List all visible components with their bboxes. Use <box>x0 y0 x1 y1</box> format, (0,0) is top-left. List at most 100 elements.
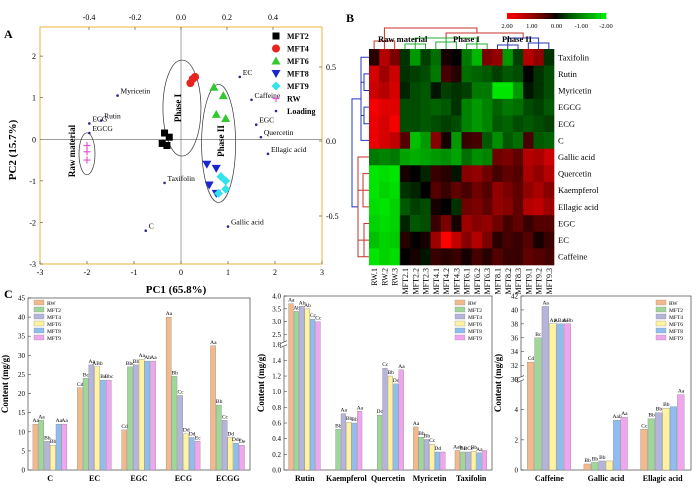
colorbar-segment <box>536 13 540 19</box>
pca-group-label-raw: Raw material <box>67 124 77 177</box>
bar-caffeine-mft2 <box>534 337 542 471</box>
pca-loading-label: Ellagic acid <box>271 145 307 154</box>
bar-significance-label: Dd <box>227 432 234 438</box>
heatmap-cell <box>523 165 534 183</box>
heatmap-cell <box>543 215 555 233</box>
bar-legend-swatch-mft8 <box>655 327 667 334</box>
heatmap-cell <box>461 148 473 166</box>
heatmap-cell <box>471 132 483 149</box>
heatmap-cell <box>379 82 390 100</box>
bar-ec-mft9 <box>105 380 112 471</box>
bar-ellagic-acid-mft4 <box>655 412 663 471</box>
dendrogram-branch <box>383 27 478 41</box>
bar-kaempferol-mft9 <box>357 411 363 471</box>
bar-legend-swatch-mft2 <box>454 306 466 313</box>
heatmap-cell <box>389 148 401 166</box>
heatmap-cell <box>440 132 452 149</box>
bar-significance-label: Cc <box>382 362 389 368</box>
bar-significance-label: Bc <box>535 332 542 338</box>
pca-loading-point <box>116 94 119 97</box>
bar-legend-swatch-mft2 <box>33 306 45 313</box>
bar-y-tick-label: 0.6 <box>272 420 281 428</box>
heatmap-cell <box>389 215 401 233</box>
heatmap-row-label: C <box>558 135 564 145</box>
heatmap-cell <box>471 215 483 233</box>
bar-category-label: C <box>47 474 53 483</box>
bar-ec-mft8 <box>100 380 106 471</box>
heatmap-cell <box>379 198 390 216</box>
heatmap-cell <box>492 49 503 66</box>
heatmap-cell <box>482 82 493 100</box>
bar-y-tick-label: 30 <box>18 352 26 360</box>
heatmap-cell <box>369 181 380 199</box>
bar-significance-label: Cc <box>429 438 436 444</box>
heatmap-row-label: ECG <box>558 119 575 129</box>
heatmap-cell <box>502 215 514 233</box>
heatmap-cell <box>543 248 555 266</box>
bar-significance-label: Bb <box>656 407 663 413</box>
heatmap-column-label: MFT8.2 <box>504 268 513 294</box>
pca-loading-point <box>254 123 258 127</box>
heatmap-cell <box>512 231 524 249</box>
bar-myricetin-mft4 <box>424 439 430 471</box>
heatmap-cell <box>420 231 431 249</box>
bar-legend-swatch-rw <box>33 299 45 306</box>
heatmap-cell <box>451 198 462 216</box>
bar-y-tick-label: 0 <box>515 467 519 475</box>
bar-significance-label: Bc <box>100 374 107 380</box>
bar-significance-label: Aa <box>38 414 45 420</box>
bar-significance-label: Aa <box>413 421 420 427</box>
heatmap-cell <box>523 115 534 133</box>
heatmap-cell <box>389 65 401 83</box>
bar-legend-swatch-mft8 <box>33 327 45 334</box>
bar-taxifolin-mft8 <box>476 452 482 471</box>
legend-marker-mft8 <box>271 70 281 78</box>
pca-y-tick-label: 2 <box>32 52 36 61</box>
heatmap-cell <box>523 132 534 149</box>
heatmap-cell <box>543 115 555 133</box>
bar-c-mft9 <box>61 423 68 471</box>
bar-significance-label: De <box>239 439 246 445</box>
colorbar-segment <box>571 13 575 19</box>
heatmap-cell <box>471 148 483 166</box>
heatmap-cell <box>461 181 473 199</box>
pca-point-mft4 <box>186 79 195 88</box>
heatmap-cell <box>523 82 534 100</box>
panel-label-c: C <box>4 287 13 301</box>
heatmap-cell <box>440 148 452 166</box>
bar-myricetin-mft6 <box>429 444 435 471</box>
heatmap-cell <box>492 132 503 149</box>
heatmap-cell <box>482 98 493 116</box>
heatmap-cell <box>430 181 442 199</box>
heatmap-cell <box>410 215 421 233</box>
bar-significance-label: Cc <box>222 414 229 420</box>
dendrogram-branch <box>360 56 369 141</box>
heatmap-column-label: MFT6.3 <box>483 268 492 294</box>
heatmap-cell <box>369 198 380 216</box>
heatmap-cell <box>492 248 503 266</box>
heatmap-cell <box>492 115 503 133</box>
bar-gallic-acid-mft9 <box>620 417 628 471</box>
heatmap-column-label: MFT9.1 <box>524 268 533 294</box>
bar-y-tick-label: 4.0 <box>272 293 281 301</box>
bar-significance-label: Cc <box>315 316 322 322</box>
heatmap-cell <box>440 49 452 66</box>
bar-y-tick-label: 0.8 <box>272 404 281 412</box>
heatmap-cell <box>420 115 431 133</box>
pca-y-tick-label: -3 <box>29 260 36 269</box>
colorbar-segment <box>554 13 557 19</box>
heatmap-cell <box>420 198 431 216</box>
legend-label-mft8: MFT8 <box>287 70 309 79</box>
pca-y-tick-label: 0 <box>32 135 36 144</box>
heatmap-cell <box>471 165 483 183</box>
heatmap-cell <box>420 215 431 233</box>
colorbar-segment <box>573 13 577 19</box>
heatmap-cell <box>379 49 390 66</box>
pca-point-mft6 <box>209 82 219 91</box>
legend-marker-mft9 <box>271 81 281 91</box>
heatmap-cell <box>512 165 524 183</box>
heatmap-cell <box>543 231 555 249</box>
bar-y-tick-label: 1.0 <box>272 388 281 396</box>
pca-ellipse-phase2 <box>201 84 236 203</box>
heatmap-column-label: MFT9.2 <box>535 268 544 294</box>
